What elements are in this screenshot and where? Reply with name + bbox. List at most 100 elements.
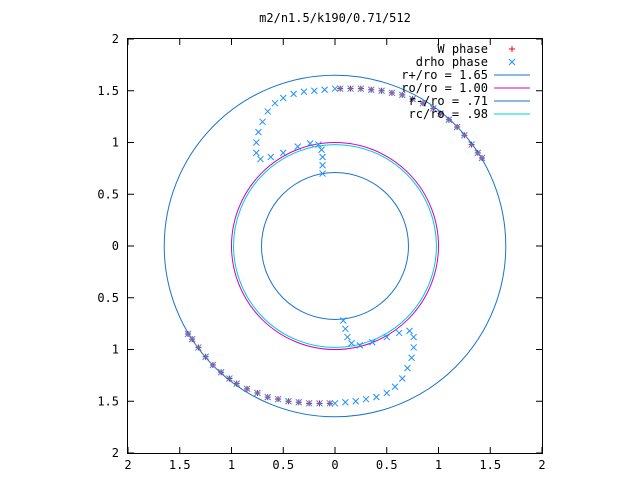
drho-phase-point: [274, 395, 282, 403]
circle-series-3: [231, 142, 439, 350]
drho-phase-point: [461, 131, 468, 139]
drho-phase-point: [419, 99, 427, 107]
drho-phase-point: [326, 399, 334, 407]
drho-phase-point: [243, 385, 251, 393]
drho-phase-point: [478, 154, 486, 162]
drho-phase-point: [437, 110, 444, 117]
drho-phase-point: [331, 85, 339, 93]
y-tick-label: 0.5: [97, 291, 119, 305]
drho-phase-point: [347, 85, 354, 93]
x-tick-label: 1: [228, 458, 235, 472]
y-tick-label: 2: [112, 32, 119, 46]
drho-phase-point: [255, 128, 262, 136]
drho-phase-point: [367, 86, 375, 94]
x-tick-labels: 2 1.5 1 0.5 0 0.5 1 1.5 2: [124, 458, 545, 472]
drho-phase-point: [409, 95, 416, 103]
drho-phase-point: [410, 333, 418, 341]
chart-title: m2/n1.5/k190/0.71/512: [259, 11, 411, 25]
circle-series-4: [261, 172, 409, 320]
drho-phase-point: [398, 91, 406, 99]
drho-phase-point: [341, 398, 349, 406]
drho-phase-point: [391, 383, 399, 391]
drho-phase-point: [315, 141, 322, 148]
drho-phase-point: [319, 161, 326, 169]
circle-series-2: [163, 74, 507, 418]
drho-phase-point: [217, 368, 225, 376]
drho-phase-point: [398, 375, 406, 382]
drho-phase-point: [279, 94, 287, 102]
drho-phase-point: [252, 139, 260, 146]
drho-phase-point: [336, 85, 344, 93]
drho-phase-point: [252, 149, 260, 157]
drho-phase-point: [259, 118, 266, 126]
drho-phase-point: [188, 335, 196, 343]
drho-phase-point: [344, 333, 351, 341]
drho-phase-point: [319, 153, 326, 161]
drho-phase-point: [341, 325, 349, 333]
drho-phase-point: [318, 146, 325, 154]
drho-phase-point: [306, 140, 314, 147]
x-tick-label: 2: [538, 458, 545, 472]
drho-phase-point: [474, 149, 482, 157]
x-tick-label: 0.5: [376, 458, 398, 472]
drho-phase-point: [321, 86, 329, 94]
drho-phase-point: [362, 395, 370, 403]
y-tick-label: 1.5: [97, 84, 119, 98]
axis-ticks: [127, 38, 543, 454]
drho-phase-point: [339, 317, 347, 324]
legend-label: ro/ro = 1.00: [401, 81, 488, 95]
plot-frame: [127, 38, 543, 454]
drho-phase-point: [429, 104, 437, 112]
drho-phase-point: [410, 344, 418, 351]
y-tick-label: 1: [112, 136, 119, 150]
drho-phase-point: [453, 123, 461, 131]
x-tick-label: 1.5: [169, 458, 191, 472]
drho-phase-point: [468, 141, 475, 148]
y-tick-label: 0: [112, 239, 119, 253]
drho-phase-point: [285, 397, 292, 405]
drho-phase-point: [264, 393, 272, 401]
drho-phase-point: [356, 342, 364, 349]
drho-phase-point: [388, 89, 396, 97]
legend-label: rc/ro = .98: [409, 107, 488, 121]
drho-phase-point: [233, 380, 241, 388]
drho-phase-point: [305, 399, 313, 407]
drho-phase-point: [331, 399, 339, 407]
drho-phase-point: [264, 108, 272, 115]
drho-phase-point: [184, 330, 192, 338]
legend-label: W phase: [437, 42, 488, 56]
drho-phase-point: [357, 85, 365, 93]
drho-phase-point: [257, 155, 264, 163]
drho-phase-point: [406, 327, 413, 335]
drho-phase-point: [348, 339, 355, 347]
x-tick-label: 1: [435, 458, 442, 472]
drho-phase-point: [271, 99, 279, 107]
drho-phase-point: [267, 153, 275, 161]
drho-phase-point: [352, 397, 360, 405]
reference-circles: [163, 74, 507, 418]
drho-phase-point: [202, 353, 209, 361]
drho-phase-point: [368, 338, 376, 346]
drho-phase-point: [319, 170, 326, 177]
drho-phase-point: [254, 389, 261, 397]
x-tick-label: 1.5: [479, 458, 501, 472]
y-tick-label: 1.5: [97, 394, 119, 408]
drho-phase-point: [445, 116, 453, 124]
drho-phase-point: [408, 354, 415, 362]
y-tick-label: 2: [112, 446, 119, 460]
drho-phase-point: [316, 399, 323, 407]
legend-swatch-marker: [509, 46, 515, 52]
legend-label: r-/ro = .71: [409, 94, 488, 108]
data-markers: [184, 85, 486, 407]
drho-phase-point: [310, 87, 318, 95]
drho-phase-point: [195, 344, 202, 351]
drho-phase-point: [279, 149, 287, 157]
y-tick-label: 0.5: [97, 187, 119, 201]
drho-phase-point: [295, 398, 303, 406]
x-tick-label: 0: [331, 458, 338, 472]
drho-phase-point: [294, 143, 302, 150]
drho-phase-point: [209, 361, 217, 369]
y-tick-label: 1: [112, 343, 119, 357]
drho-phase-point: [395, 329, 403, 337]
